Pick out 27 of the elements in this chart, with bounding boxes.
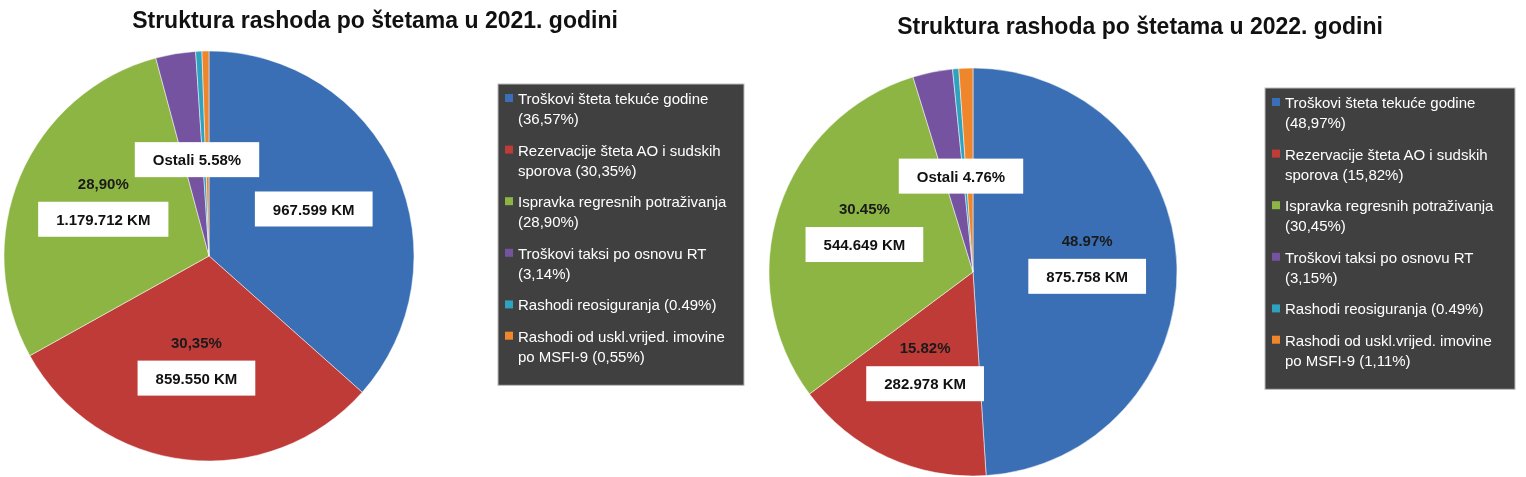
text: 15.82%: [899, 339, 951, 357]
legend-label: Troškovi taksi po osnovu RT (3,15%): [1285, 248, 1474, 287]
text: 48.97%: [1061, 231, 1113, 249]
legend-label: Troškovi šteta tekuće godine (48,97%): [1285, 94, 1476, 132]
text: 282.978 KM: [884, 375, 966, 393]
chart-title: Struktura rashoda po štetama u 2022. godini: [897, 13, 1383, 39]
legend-label: Ispravka regresnih potraživanja (30,45%): [1285, 197, 1495, 235]
text: 28,90%: [77, 174, 129, 192]
text: 967.599 KM: [272, 200, 355, 218]
legend-label: Rezervacije šteta AO i sudskih sporova (30,35%): [518, 141, 721, 179]
legend-label: Rashodi reosiguranja (0.49%): [1285, 300, 1484, 318]
chart-title: Struktura rashoda po štetama u 2021. godini: [132, 7, 618, 33]
text: 30,35%: [171, 333, 222, 351]
legend-label: Rashodi od uskl.vrijed. imovine po MSFI-9 (0,55%): [518, 327, 725, 365]
text: 859.550 KM: [155, 369, 238, 387]
text: Ostali 4.76%: [916, 167, 1006, 185]
text: Ostali 5.58%: [152, 151, 242, 169]
legend-label: Rezervacije šteta AO i sudskih sporova (15,82%): [1285, 145, 1488, 183]
text: 875.758 KM: [1046, 267, 1129, 285]
legend-label: Troškovi šteta tekuće godine (36,57%): [518, 90, 709, 128]
legend-label: Ispravka regresnih potraživanja (28,90%): [518, 193, 728, 231]
legend-label: Rashodi od uskl.vrijed. imovine po MSFI-9 (1,11%): [1285, 331, 1492, 369]
text: 1.179.712 KM: [56, 210, 151, 228]
legend-label: Troškovi taksi po osnovu RT (3,14%): [518, 244, 707, 283]
text: 30.45%: [838, 200, 890, 218]
legend-label: Rashodi reosiguranja (0.49%): [518, 296, 717, 314]
text: 544.649 KM: [823, 236, 906, 254]
